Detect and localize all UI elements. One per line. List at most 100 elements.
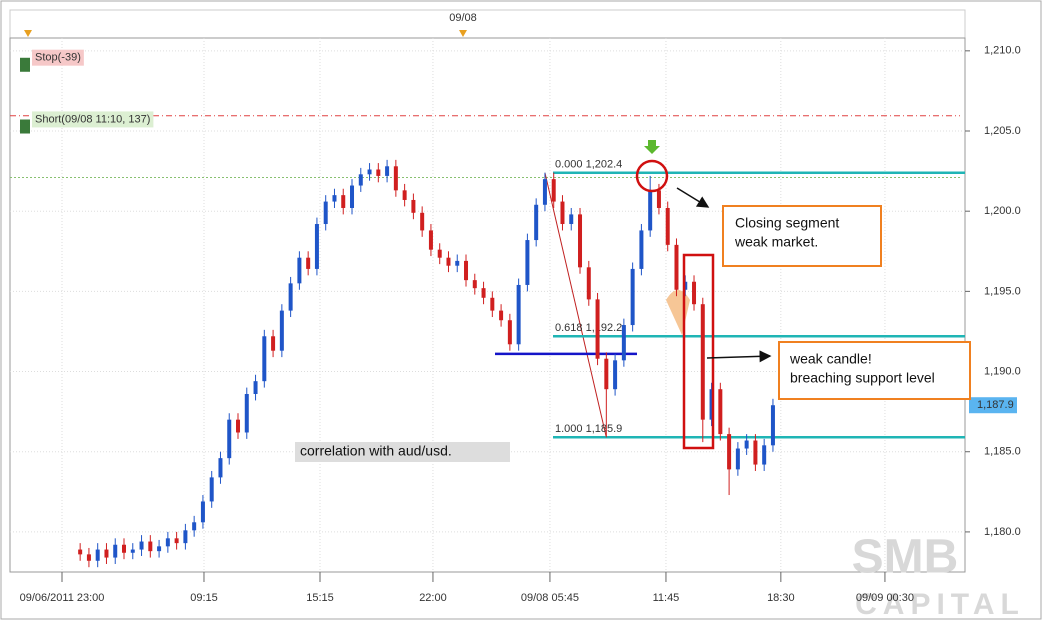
candle-body bbox=[139, 541, 144, 550]
candle-body bbox=[753, 440, 758, 465]
y-tick-label: 1,190.0 bbox=[984, 365, 1021, 377]
candle-body bbox=[648, 190, 653, 231]
candle-body bbox=[507, 320, 512, 345]
candle-body bbox=[420, 212, 425, 231]
candle-body bbox=[148, 541, 153, 552]
order-label: Stop(-39) bbox=[35, 52, 81, 64]
x-tick-label: 11:45 bbox=[653, 592, 680, 604]
candle-body bbox=[314, 224, 319, 269]
candle-body bbox=[604, 358, 609, 390]
fib-trend bbox=[544, 172, 607, 438]
candle-body bbox=[446, 257, 451, 266]
candle-body bbox=[525, 240, 530, 285]
candle-body bbox=[428, 230, 433, 250]
candle-body bbox=[490, 297, 495, 311]
x-tick-label: 09:15 bbox=[190, 592, 218, 604]
order-label-bg bbox=[32, 49, 84, 66]
candle-body bbox=[665, 207, 670, 245]
candle-body bbox=[86, 554, 91, 561]
candle-body bbox=[350, 185, 355, 208]
y-tick-label: 1,210.0 bbox=[984, 45, 1021, 57]
candle-body bbox=[735, 448, 740, 470]
x-tick-label: 09/06/2011 23:00 bbox=[20, 592, 105, 604]
x-tick-label: 09/09 00:30 bbox=[856, 592, 914, 604]
order-label-bg bbox=[32, 111, 154, 128]
candle-body bbox=[411, 199, 416, 213]
candle-body bbox=[727, 434, 732, 470]
candle-body bbox=[306, 257, 311, 269]
x-tick-label: 18:30 bbox=[767, 592, 795, 604]
candle-body bbox=[95, 549, 100, 561]
arrow bbox=[706, 350, 772, 363]
y-tick-label: 1,200.0 bbox=[984, 205, 1021, 217]
candle-body bbox=[262, 336, 267, 382]
y-tick-label: 1,205.0 bbox=[984, 125, 1021, 137]
candle-body bbox=[332, 195, 337, 202]
candle-body bbox=[297, 257, 302, 284]
candle-body bbox=[227, 419, 232, 459]
candle-body bbox=[499, 310, 504, 321]
candle-body bbox=[323, 201, 328, 225]
order-label: Short(09/08 11:10, 137) bbox=[35, 113, 150, 125]
last-price-label: 1,187.9 bbox=[977, 399, 1014, 411]
candle-body bbox=[253, 381, 258, 394]
x-tick-label: 15:15 bbox=[306, 592, 334, 604]
candle-body bbox=[744, 440, 749, 449]
candle-body bbox=[542, 179, 547, 205]
candle-body bbox=[341, 195, 346, 208]
candle-body bbox=[367, 169, 372, 175]
candle-body bbox=[534, 204, 539, 241]
candle-body bbox=[236, 419, 241, 433]
candle-body bbox=[385, 166, 390, 176]
candle-body bbox=[376, 169, 381, 176]
annotation: breaching support level bbox=[790, 370, 935, 386]
candle-body bbox=[516, 284, 521, 345]
candle-body bbox=[639, 230, 644, 269]
candle-body bbox=[113, 544, 118, 558]
candle-body bbox=[464, 260, 469, 281]
candle-body bbox=[481, 288, 486, 298]
candle-body bbox=[200, 501, 205, 523]
candle-body bbox=[437, 249, 442, 258]
candle-body bbox=[762, 445, 767, 465]
candle-body bbox=[630, 268, 635, 326]
candle-body bbox=[709, 389, 714, 420]
candle-body bbox=[165, 538, 170, 547]
candle-body bbox=[271, 336, 276, 351]
candle-body bbox=[209, 477, 214, 502]
annotation: weak candle! bbox=[789, 351, 872, 367]
candle-body bbox=[402, 190, 407, 200]
candle-body bbox=[183, 530, 188, 544]
last-price-tag bbox=[969, 397, 1017, 414]
candle-body bbox=[174, 538, 179, 544]
candle-body bbox=[358, 174, 363, 186]
annotation-box bbox=[295, 442, 510, 462]
candle-body bbox=[78, 549, 83, 555]
top-strip bbox=[9, 9, 966, 39]
fib-label: 0.618 1,192.2 bbox=[555, 322, 622, 334]
candle-body bbox=[718, 389, 723, 435]
candle-body bbox=[569, 214, 574, 225]
plot-area bbox=[9, 37, 966, 573]
candle-body bbox=[455, 260, 460, 266]
candle-body bbox=[288, 283, 293, 311]
y-tick-label: 1,180.0 bbox=[984, 526, 1021, 538]
top-label: 09/08 bbox=[449, 12, 477, 24]
x-tick-label: 09/08 05:45 bbox=[521, 592, 579, 604]
candle-body bbox=[244, 394, 249, 433]
order-flag bbox=[20, 57, 30, 72]
annotation: correlation with aud/usd. bbox=[300, 443, 452, 459]
y-tick-label: 1,195.0 bbox=[984, 285, 1021, 297]
candle-body bbox=[122, 544, 127, 553]
highlight-circle bbox=[635, 159, 669, 193]
annotation: weak market. bbox=[734, 234, 818, 250]
annotation-box bbox=[778, 341, 971, 400]
candle-body bbox=[621, 325, 626, 361]
watermark: SMB bbox=[852, 531, 959, 584]
annotation-box bbox=[722, 205, 882, 267]
annotation: Closing segment bbox=[735, 215, 839, 231]
candle-body bbox=[279, 310, 284, 351]
candle-body bbox=[157, 546, 162, 552]
candle-body bbox=[656, 190, 661, 208]
candle-body bbox=[770, 405, 775, 446]
